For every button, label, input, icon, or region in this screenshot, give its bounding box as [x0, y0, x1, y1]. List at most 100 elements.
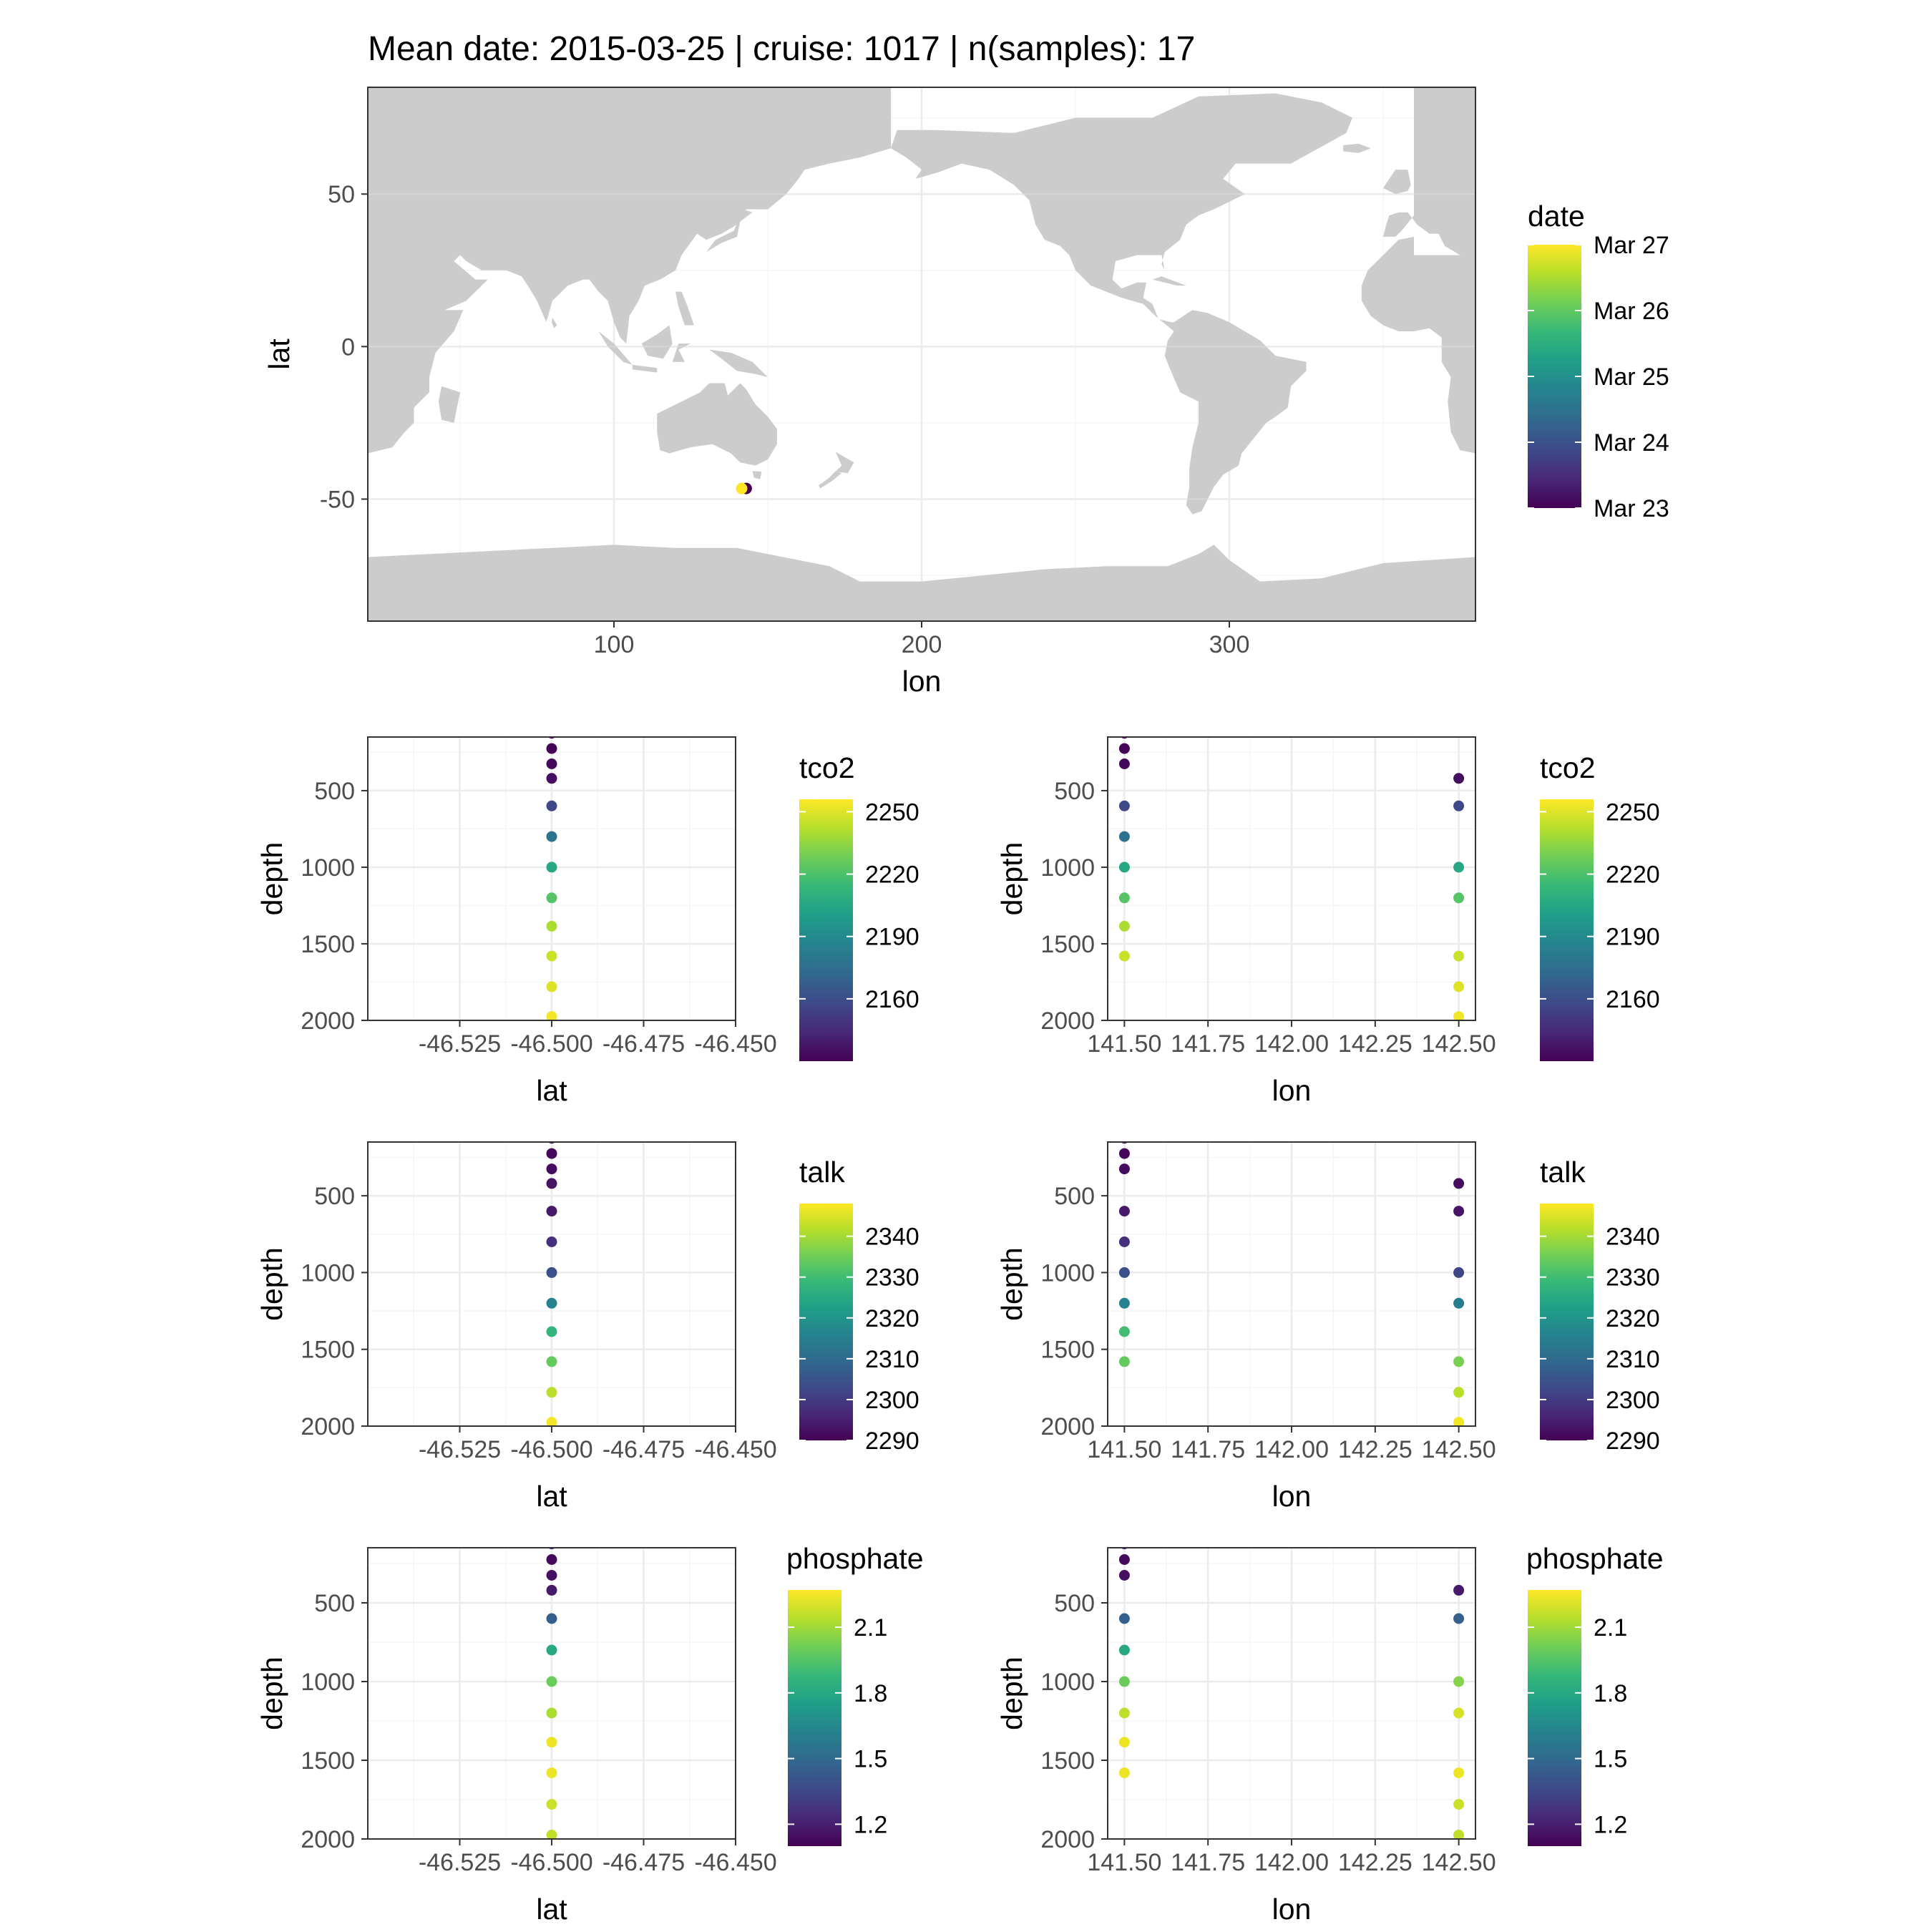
phosphate-lon-x-tick-label: 141.75: [1171, 1849, 1245, 1876]
phosphate-lon-legend-tick-label: 1.8: [1594, 1680, 1627, 1707]
talk-lon-point: [1453, 1267, 1465, 1278]
tco2-lon-y-axis-title: depth: [995, 842, 1028, 916]
new-guinea: [709, 349, 768, 377]
map-y-tick-label: 0: [341, 333, 355, 361]
tco2-lon-x-axis-title: lon: [1272, 1074, 1312, 1107]
tco2-lon-point: [1118, 950, 1130, 962]
tco2-lat-legend-tick-label: 2220: [865, 862, 919, 889]
tco2-lon-point: [1453, 950, 1465, 962]
tco2-lon-point: [1118, 892, 1130, 904]
talk-lat-x-tick-label: -46.475: [602, 1436, 685, 1463]
tco2-lat-point: [546, 892, 557, 904]
eurasia-africa-landmass: [368, 87, 891, 454]
phosphate-lon-point: [1118, 1707, 1130, 1719]
talk-lon-point: [1453, 1206, 1465, 1217]
talk-lat-x-tick-label: -46.500: [510, 1436, 592, 1463]
tco2-lon-point: [1453, 773, 1465, 784]
map-x-tick-label: 100: [594, 631, 635, 658]
phosphate-lon-y-tick-label: 2000: [1040, 1826, 1095, 1853]
talk-lon-legend-tick-label: 2340: [1606, 1224, 1660, 1251]
phosphate-lon-point: [1453, 1676, 1465, 1687]
talk-lon-legend-tick-label: 2310: [1606, 1346, 1660, 1373]
tco2-lat-x-tick-label: -46.500: [510, 1030, 592, 1058]
phosphate-lon-legend-tick-label: 2.1: [1594, 1614, 1627, 1641]
phosphate-lon-point: [1118, 1644, 1130, 1656]
phosphate-lon-x-tick-label: 142.50: [1422, 1849, 1496, 1876]
phosphate-lat-y-tick-label: 2000: [301, 1826, 355, 1853]
talk-lon-point: [1118, 1236, 1130, 1247]
phosphate-lat-point: [546, 1676, 557, 1687]
tco2-lat-point: [546, 920, 557, 932]
talk-lon-point: [1453, 1178, 1465, 1189]
talk-lon-y-axis-title: depth: [995, 1247, 1028, 1321]
tco2-lon-y-tick-label: 1000: [1040, 854, 1095, 882]
talk-lat-y-tick-label: 1500: [301, 1337, 355, 1364]
tco2-lat-x-tick-label: -46.525: [419, 1030, 501, 1058]
talk-lon-point: [1118, 1326, 1130, 1337]
talk-lon-legend-tick-label: 2290: [1606, 1428, 1660, 1455]
talk-lon-legend-tick-label: 2320: [1606, 1305, 1660, 1332]
talk-lon-y-tick-label: 500: [1054, 1183, 1095, 1210]
tco2-lat-point: [546, 800, 557, 811]
phosphate-lon-point: [1453, 1767, 1465, 1779]
talk-lon-x-tick-label: 141.75: [1171, 1436, 1245, 1463]
sri-lanka: [552, 317, 557, 328]
talk-lat-point: [546, 1206, 557, 1217]
talk-lat-point: [546, 1267, 557, 1278]
talk-lon-point: [1453, 1417, 1465, 1426]
phosphate-lat-x-axis-title: lat: [536, 1893, 567, 1926]
talk-lat-plot-area: [368, 1142, 736, 1426]
tco2-lat-x-axis-title: lat: [536, 1074, 567, 1107]
tco2-lat-point: [546, 758, 557, 769]
tco2-lat-legend-tick-label: 2160: [865, 986, 919, 1013]
phosphate-lat-y-tick-label: 1000: [301, 1669, 355, 1696]
arctic-islands: [1075, 117, 1168, 140]
tco2-lon-y-tick-label: 1500: [1040, 931, 1095, 958]
talk-lat-x-axis-title: lat: [536, 1480, 567, 1513]
tco2-lon-legend-title: tco2: [1540, 751, 1596, 784]
tco2-lat-legend-tick-label: 2250: [865, 799, 919, 826]
phosphate-lat-x-tick-label: -46.500: [510, 1849, 592, 1876]
tco2-lon-point: [1118, 831, 1130, 842]
talk-lon-point: [1118, 1356, 1130, 1367]
phosphate-lon-legend-title: phosphate: [1526, 1542, 1664, 1575]
phosphate-lat-y-axis-title: depth: [255, 1657, 288, 1730]
sulawesi: [672, 343, 691, 362]
map-x-tick-label: 300: [1209, 631, 1250, 658]
tco2-lon-point: [1118, 920, 1130, 932]
talk-lon-point: [1118, 1163, 1130, 1175]
europe-right: [1383, 87, 1475, 255]
tco2-lon-colorbar: [1540, 799, 1594, 1061]
talk-lon-colorbar: [1540, 1204, 1594, 1440]
talk-lon-point: [1118, 1206, 1130, 1217]
uk-ireland: [1383, 170, 1411, 195]
talk-lon-point: [1118, 1297, 1130, 1309]
new-zealand-south: [819, 471, 842, 489]
talk-lon-point: [1453, 1387, 1465, 1398]
phosphate-lon-point: [1453, 1707, 1465, 1719]
phosphate-lon-y-axis-title: depth: [995, 1657, 1028, 1730]
map-plot-area: [368, 87, 1475, 621]
tco2-lat-y-tick-label: 1000: [301, 854, 355, 882]
tco2-lat-y-tick-label: 500: [314, 778, 355, 805]
tco2-lon-point: [1453, 1011, 1465, 1020]
map-y-axis-title: lat: [263, 338, 296, 370]
tco2-lon-legend-tick-label: 2190: [1606, 924, 1660, 951]
phosphate-lat-point: [546, 1707, 557, 1719]
tco2-lon-point: [1118, 758, 1130, 769]
talk-lat-point: [546, 1417, 557, 1426]
tco2-lon-plot-area: [1108, 737, 1475, 1020]
phosphate-lon-y-tick-label: 1000: [1040, 1669, 1095, 1696]
tco2-lon-x-tick-label: 142.50: [1422, 1030, 1496, 1058]
iceland: [1343, 143, 1371, 153]
talk-lon-point: [1453, 1356, 1465, 1367]
talk-lon-x-tick-label: 142.00: [1254, 1436, 1329, 1463]
tco2-lon-point: [1118, 800, 1130, 811]
tco2-lat-point: [546, 831, 557, 842]
figure-title: Mean date: 2015-03-25 | cruise: 1017 | n…: [368, 30, 1195, 68]
phosphate-lat-plot-area: [368, 1548, 736, 1839]
tco2-lon-point: [1453, 981, 1465, 992]
phosphate-lon-point: [1453, 1799, 1465, 1810]
phosphate-lat-legend-tick-label: 1.5: [854, 1746, 887, 1773]
